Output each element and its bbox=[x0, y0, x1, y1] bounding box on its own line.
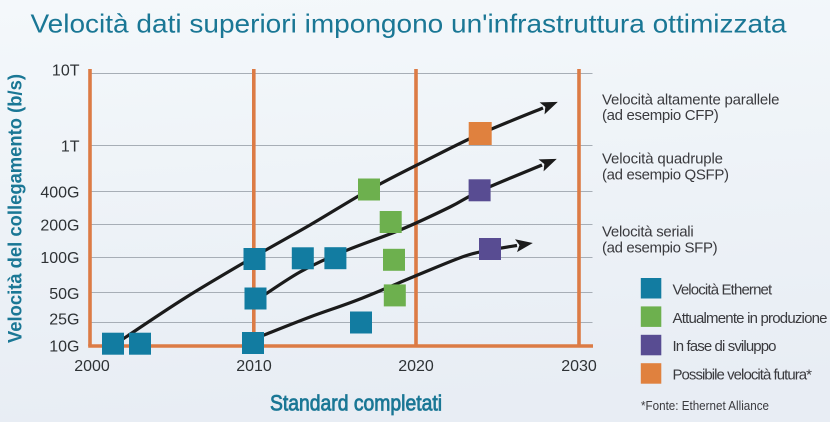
svg-text:2030: 2030 bbox=[561, 358, 597, 375]
svg-text:Velocità dati superiori impong: Velocità dati superiori impongono un'inf… bbox=[31, 9, 788, 39]
svg-text:2020: 2020 bbox=[398, 358, 434, 375]
svg-text:Standard completati: Standard completati bbox=[270, 390, 442, 415]
svg-text:10T: 10T bbox=[52, 62, 80, 79]
svg-text:Velocità seriali: Velocità seriali bbox=[602, 223, 694, 240]
svg-text:100G: 100G bbox=[40, 250, 79, 267]
svg-text:Velocità Ethernet: Velocità Ethernet bbox=[673, 281, 774, 298]
svg-text:Velocità altamente parallele: Velocità altamente parallele bbox=[602, 91, 780, 108]
svg-text:2010: 2010 bbox=[236, 358, 272, 375]
svg-text:2000: 2000 bbox=[74, 358, 110, 375]
svg-text:25G: 25G bbox=[49, 312, 79, 329]
svg-text:200G: 200G bbox=[40, 217, 79, 234]
svg-text:(ad esempio CFP): (ad esempio CFP) bbox=[602, 107, 719, 124]
svg-text:1T: 1T bbox=[61, 139, 80, 156]
svg-text:50G: 50G bbox=[49, 286, 79, 303]
svg-text:400G: 400G bbox=[40, 184, 79, 201]
svg-text:Velocità quadruple: Velocità quadruple bbox=[602, 151, 723, 168]
svg-text:10G: 10G bbox=[49, 339, 79, 356]
svg-text:Velocità del collegamento (b/s: Velocità del collegamento (b/s) bbox=[6, 74, 27, 343]
svg-text:(ad esempio SFP): (ad esempio SFP) bbox=[602, 240, 718, 257]
svg-text:Attualmente in produzione: Attualmente in produzione bbox=[673, 310, 828, 327]
svg-text:Possibile velocità futura*: Possibile velocità futura* bbox=[673, 367, 813, 384]
svg-text:(ad esempio QSFP): (ad esempio QSFP) bbox=[602, 167, 729, 184]
svg-text:In fase di sviluppo: In fase di sviluppo bbox=[673, 338, 777, 355]
svg-text:*Fonte: Ethernet Alliance: *Fonte: Ethernet Alliance bbox=[641, 399, 769, 413]
